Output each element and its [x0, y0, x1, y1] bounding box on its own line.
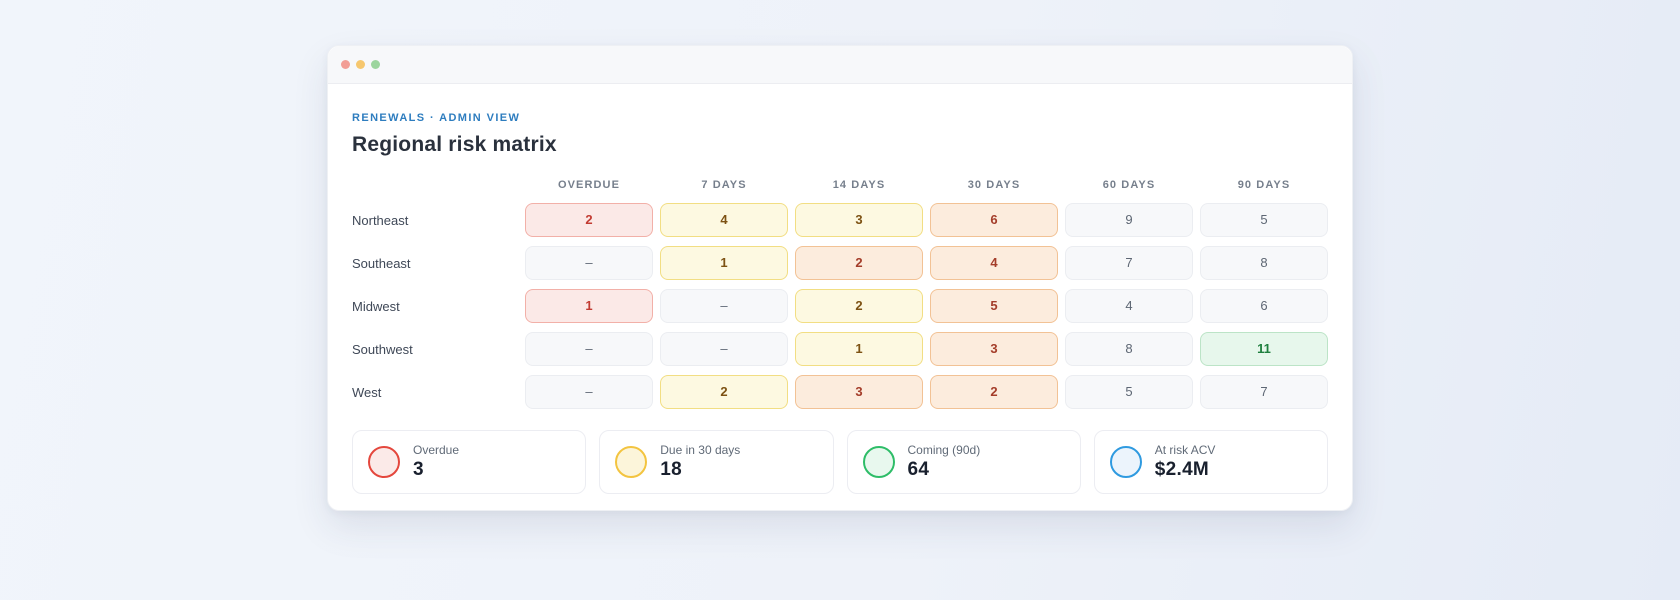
matrix-corner: [352, 185, 518, 188]
matrix-cell[interactable]: 1: [660, 246, 788, 280]
page-content: RENEWALS · ADMIN VIEW Regional risk matr…: [328, 84, 1352, 494]
matrix-cell[interactable]: 4: [930, 246, 1058, 280]
column-header: 60 DAYS: [1102, 179, 1156, 191]
summary-card-value: 18: [660, 459, 682, 480]
status-ring-icon: [615, 446, 648, 478]
matrix-cell[interactable]: 1: [795, 332, 923, 366]
matrix-cell[interactable]: 11: [1200, 332, 1328, 366]
status-ring-icon: [1109, 446, 1142, 478]
window-titlebar: [328, 46, 1352, 84]
summary-card-value: 3: [413, 459, 424, 480]
status-ring-icon: [862, 446, 895, 478]
close-window-icon[interactable]: [341, 60, 350, 69]
column-header: 30 DAYS: [967, 179, 1021, 191]
summary-card-label: Coming (90d): [907, 443, 981, 457]
matrix-cell[interactable]: 5: [1200, 203, 1328, 237]
matrix-cell[interactable]: 2: [795, 289, 923, 323]
matrix-cell[interactable]: –: [525, 375, 653, 409]
matrix-cell[interactable]: –: [525, 246, 653, 280]
column-header: OVERDUE: [557, 179, 621, 191]
matrix-cell[interactable]: 3: [930, 332, 1058, 366]
matrix-cell[interactable]: 2: [660, 375, 788, 409]
matrix-cell[interactable]: 6: [1200, 289, 1328, 323]
summary-card: At risk ACV $2.4M: [1093, 430, 1328, 494]
column-header: 90 DAYS: [1237, 179, 1291, 191]
row-label: Southwest: [352, 341, 413, 357]
matrix-cell[interactable]: 4: [1065, 289, 1193, 323]
matrix-cell[interactable]: 3: [795, 375, 923, 409]
row-label: Southeast: [352, 255, 411, 271]
matrix-cell[interactable]: 9: [1065, 203, 1193, 237]
row-label: Midwest: [352, 298, 400, 314]
summary-cards: Overdue 3 Due in 30 days 18 Coming (90d) 64 At…: [352, 430, 1328, 494]
matrix-cell[interactable]: 7: [1200, 375, 1328, 409]
matrix-cell[interactable]: 5: [1065, 375, 1193, 409]
column-header: 7 DAYS: [701, 179, 747, 191]
summary-card-label: Overdue: [413, 443, 460, 457]
summary-card: Overdue 3: [352, 430, 587, 494]
row-label: Northeast: [352, 212, 409, 228]
page-title: Regional risk matrix: [352, 133, 557, 156]
breadcrumb[interactable]: RENEWALS · ADMIN VIEW: [352, 112, 521, 124]
matrix-cell[interactable]: 2: [525, 203, 653, 237]
summary-card: Coming (90d) 64: [846, 430, 1081, 494]
matrix-cell[interactable]: 8: [1200, 246, 1328, 280]
row-label: West: [352, 384, 382, 400]
matrix-cell[interactable]: 3: [795, 203, 923, 237]
matrix-cell[interactable]: 2: [795, 246, 923, 280]
minimize-window-icon[interactable]: [356, 60, 365, 69]
summary-card-text: Coming (90d) 64: [908, 443, 981, 481]
summary-card-text: Overdue 3: [413, 443, 459, 481]
summary-card-value: 64: [907, 459, 930, 480]
app-window: RENEWALS · ADMIN VIEW Regional risk matr…: [327, 45, 1353, 511]
matrix-cell[interactable]: 5: [930, 289, 1058, 323]
risk-matrix: OVERDUE 7 DAYS 14 DAYS 30 DAYS 60 DAYS 90 DAY…: [352, 179, 1328, 409]
summary-card-value: $2.4M: [1154, 459, 1210, 480]
matrix-cell[interactable]: 1: [525, 289, 653, 323]
matrix-cell[interactable]: 8: [1065, 332, 1193, 366]
summary-card-label: At risk ACV: [1154, 443, 1216, 457]
summary-card-text: At risk ACV $2.4M: [1155, 443, 1216, 481]
column-header: 14 DAYS: [832, 179, 886, 191]
matrix-cell[interactable]: –: [660, 289, 788, 323]
matrix-cell[interactable]: 4: [660, 203, 788, 237]
matrix-cell[interactable]: –: [660, 332, 788, 366]
summary-card-text: Due in 30 days 18: [660, 443, 740, 481]
matrix-cell[interactable]: 7: [1065, 246, 1193, 280]
summary-card: Due in 30 days 18: [599, 430, 834, 494]
matrix-cell[interactable]: –: [525, 332, 653, 366]
summary-card-label: Due in 30 days: [660, 443, 741, 457]
matrix-cell[interactable]: 2: [930, 375, 1058, 409]
matrix-cell[interactable]: 6: [930, 203, 1058, 237]
status-ring-icon: [368, 446, 400, 478]
zoom-window-icon[interactable]: [371, 60, 380, 69]
